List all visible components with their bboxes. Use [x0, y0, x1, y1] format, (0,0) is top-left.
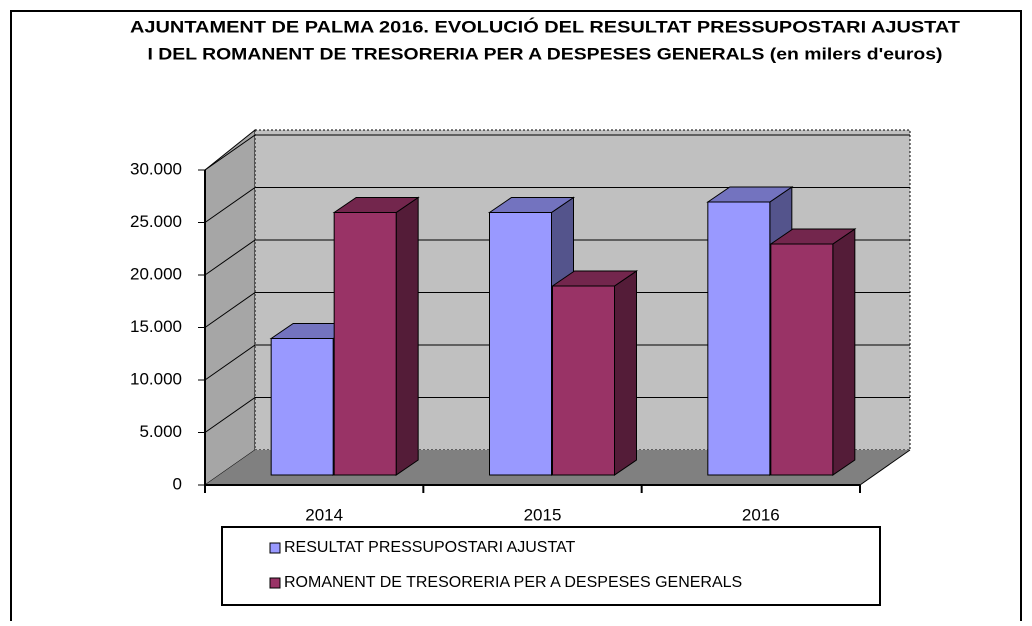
grid-line: [204, 239, 256, 276]
x-tick-label: 2014: [305, 505, 343, 524]
y-tick-label: 15.000: [130, 317, 182, 336]
bar-front: [707, 201, 771, 476]
y-tick-label: 30.000: [130, 159, 182, 178]
bar-front: [770, 243, 834, 476]
grid-line: [204, 344, 256, 381]
bar: [769, 228, 857, 476]
bar-side: [614, 270, 637, 476]
y-tick-label: 25.000: [130, 212, 182, 231]
chart-title: I DEL ROMANENT DE TRESORERIA PER A DESPE…: [148, 44, 943, 63]
legend-box: [221, 526, 881, 606]
y-tick-label: 10.000: [130, 369, 182, 388]
floor-edge: [859, 449, 911, 486]
y-tick-label: 5.000: [139, 422, 182, 441]
y-tick-label: 20.000: [130, 264, 182, 283]
grid-line: [204, 187, 256, 223]
legend-swatch: [269, 577, 281, 589]
bar-front: [270, 338, 334, 476]
bar: [550, 270, 639, 476]
bar-front: [489, 212, 552, 476]
bar-side: [395, 196, 419, 476]
legend-swatch: [269, 542, 281, 554]
chart-title: AJUNTAMENT DE PALMA 2016. EVOLUCIÓ DEL R…: [130, 17, 961, 36]
grid-line: [204, 134, 256, 171]
legend-label: ROMANENT DE TRESORERIA PER A DESPESES GE…: [284, 574, 742, 591]
grid-line: [204, 397, 256, 433]
chart-border: [10, 10, 1022, 621]
legend-label: RESULTAT PRESSUPOSTARI AJUSTAT: [284, 539, 576, 556]
y-tick-label: 0: [173, 474, 182, 493]
bar: [332, 196, 420, 476]
bar-front: [552, 285, 615, 476]
bar-front: [333, 212, 397, 476]
x-tick-label: 2016: [742, 505, 780, 524]
grid-line: [204, 292, 256, 328]
bar-side: [832, 228, 856, 476]
x-tick-label: 2015: [524, 505, 562, 524]
left-wall: [204, 128, 256, 486]
